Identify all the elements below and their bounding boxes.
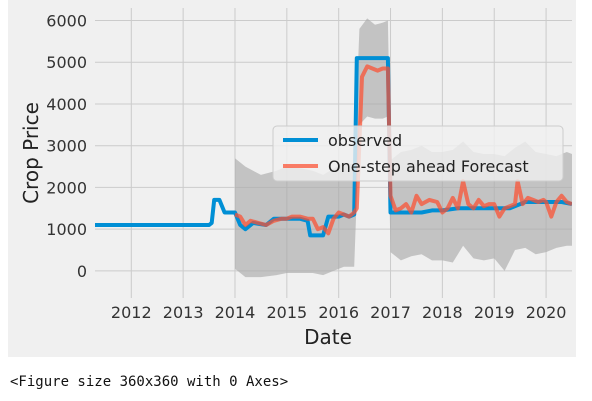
line-chart: 2012 2013 2014 2015 2016 2017 2018 2019 2020 0 100… <box>19 8 572 349</box>
x-tick-label: 2018 <box>422 303 463 322</box>
x-tick-label: 2013 <box>163 303 204 322</box>
forecast-series-line <box>234 64 572 236</box>
x-tick-label: 2019 <box>474 303 515 322</box>
y-tick-label: 5000 <box>46 53 87 72</box>
x-axis-label: Date <box>304 325 352 349</box>
y-tick-label: 6000 <box>46 12 87 31</box>
x-tick-label: 2016 <box>318 303 359 322</box>
chart-figure: 2012 2013 2014 2015 2016 2017 2018 2019 2020 0 100… <box>8 0 576 357</box>
x-tick-labels: 2012 2013 2014 2015 2016 2017 2018 2019 2020 <box>111 303 567 322</box>
x-tick-label: 2017 <box>370 303 411 322</box>
y-axis-label: Crop Price <box>19 102 43 204</box>
confidence-interval-band <box>235 18 572 278</box>
x-tick-label: 2014 <box>215 303 256 322</box>
x-tick-label: 2015 <box>266 303 307 322</box>
x-tick-label: 2012 <box>111 303 152 322</box>
y-tick-labels: 0 1000 2000 3000 4000 5000 6000 <box>46 12 87 281</box>
y-tick-label: 2000 <box>46 178 87 197</box>
y-tick-label: 0 <box>77 262 87 281</box>
legend-observed-label: observed <box>328 131 402 150</box>
y-tick-label: 1000 <box>46 220 87 239</box>
y-tick-label: 4000 <box>46 95 87 114</box>
figure-size-output: <Figure size 360x360 with 0 Axes> <box>10 374 289 390</box>
y-tick-label: 3000 <box>46 137 87 156</box>
legend-forecast-label: One-step ahead Forecast <box>328 157 529 176</box>
legend-box <box>272 125 564 182</box>
plot-area <box>95 18 572 278</box>
legend: observed One-step ahead Forecast <box>272 125 564 182</box>
x-tick-label: 2020 <box>526 303 567 322</box>
